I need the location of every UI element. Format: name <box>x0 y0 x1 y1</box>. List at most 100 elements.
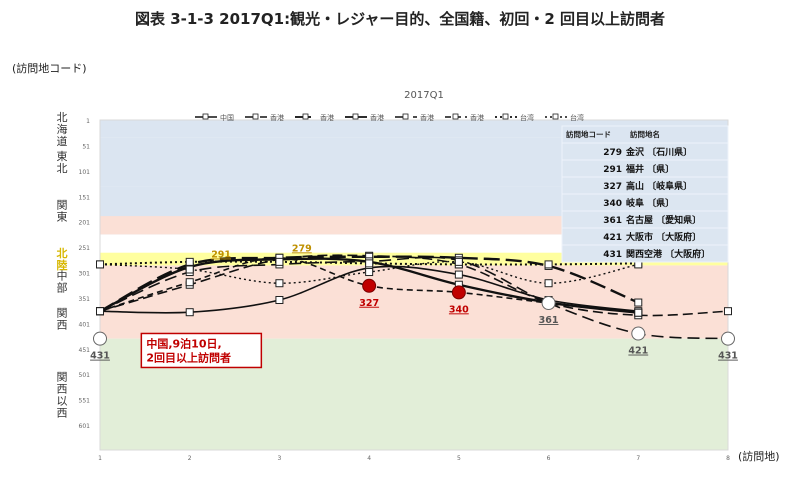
legend-label: 香港 <box>270 113 284 122</box>
circle-marker <box>451 285 466 300</box>
region-label-char: 関 <box>57 370 68 383</box>
region-label-char: 道 <box>57 134 68 148</box>
region-label-char: 中 <box>57 270 68 283</box>
code-table-code: 431 <box>603 250 622 260</box>
legend-swatch-marker <box>552 113 559 120</box>
legend: 中国 香港 香港 香港 香港 香港 台湾 台湾 <box>195 113 584 122</box>
plot-frame <box>99 119 729 451</box>
series-8 <box>96 257 643 288</box>
annotation-text: 2回目以上訪問者 <box>146 350 231 364</box>
y-tick-label: 151 <box>79 194 91 201</box>
y-tick-label: 51 <box>82 143 90 150</box>
series-point <box>454 257 463 266</box>
region-label-char: 北 <box>57 162 68 175</box>
figure-title: 図表 3-1-3 2017Q1:観光・レジャー目的、全国籍、初回・2 回目以上訪… <box>134 10 666 28</box>
x-tick-label: 8 <box>726 455 730 462</box>
code-table-name: 福井 〔県〕 <box>625 163 674 175</box>
x-axis-title: (訪問地) <box>738 450 780 463</box>
region-label-char: 陸 <box>57 258 68 272</box>
region-label-char: 北 <box>57 246 68 260</box>
legend-swatch-marker <box>202 113 209 120</box>
chart-title: 2017Q1 <box>404 90 444 101</box>
legend-swatch-marker <box>452 113 459 120</box>
code-table-code: 340 <box>603 199 622 209</box>
circle-marker <box>721 331 735 346</box>
x-tick-label: 4 <box>367 455 371 462</box>
y-tick-label: 251 <box>79 245 91 252</box>
series-point <box>454 270 463 279</box>
y-tick-label: 1 <box>86 118 90 125</box>
region-label-char: 関 <box>57 306 68 319</box>
x-tick-label: 3 <box>278 455 282 462</box>
legend-label: 香港 <box>320 113 334 122</box>
x-tick-label: 5 <box>457 455 461 462</box>
point-label: 361 <box>539 315 559 326</box>
code-table-name: 大阪市 〔大阪府〕 <box>626 231 701 243</box>
legend-swatch-marker <box>502 113 509 120</box>
circle-marker <box>631 326 646 341</box>
code-table-name: 名古屋 〔愛知県〕 <box>626 214 701 226</box>
series-point <box>634 298 643 307</box>
legend-swatch-marker <box>252 113 259 120</box>
y-tick-label: 601 <box>79 423 91 430</box>
series-point <box>96 307 104 316</box>
series-point <box>275 296 284 304</box>
code-table-code: 361 <box>603 216 622 226</box>
series-point <box>634 308 643 317</box>
code-table-name: 高山 〔岐阜県〕 <box>626 180 692 192</box>
series-point <box>275 279 284 288</box>
region-label-char: 西 <box>57 318 68 331</box>
region-label-char: 北 <box>57 111 68 124</box>
series-point <box>544 279 553 288</box>
x-tick-label: 7 <box>636 455 640 462</box>
legend-label: 香港 <box>420 113 434 122</box>
series-point <box>365 268 374 277</box>
point-label: 340 <box>449 304 469 315</box>
region-label-char: 部 <box>57 281 68 295</box>
y-tick-label: 201 <box>79 220 91 227</box>
point-label: 431 <box>718 351 738 362</box>
y-tick-label: 451 <box>79 347 91 354</box>
code-table-code: 421 <box>603 233 622 243</box>
annotation-box: 中国,9泊10日,2回目以上訪問者 <box>140 332 263 369</box>
legend-swatch-marker <box>352 113 359 120</box>
annotation-frame <box>140 332 263 369</box>
point-label: 327 <box>359 298 379 309</box>
series-point <box>185 278 194 287</box>
series-point <box>96 260 104 269</box>
y-tick-label: 301 <box>79 271 91 278</box>
x-tick-label: 2 <box>188 455 192 462</box>
series-point <box>724 307 732 316</box>
point-label: 291 <box>211 249 231 260</box>
y-axis-title: (訪問地コード) <box>12 62 87 75</box>
legend-swatch-marker <box>302 113 309 120</box>
series-line <box>99 256 729 340</box>
circle-marker <box>93 331 107 346</box>
code-table-header: 訪問地コード <box>566 129 611 139</box>
code-table-header: 訪問地名 <box>630 129 660 139</box>
region-label-char: 海 <box>57 122 68 136</box>
legend-label: 台湾 <box>570 113 584 122</box>
code-table: 訪問地コード 訪問地名 279 金沢 〔石川県〕291 福井 〔県〕327 高山 〔岐阜県… <box>561 125 729 263</box>
code-table-code: 279 <box>603 148 622 158</box>
code-table-name: 関西空港 〔大阪府〕 <box>626 248 710 260</box>
x-tick-label: 1 <box>98 455 102 462</box>
region-label-char: 以 <box>57 394 68 407</box>
point-label: 279 <box>292 243 312 254</box>
region-label-char: 西 <box>57 382 68 395</box>
code-table-code: 327 <box>603 182 622 192</box>
series-line <box>99 254 729 317</box>
point-label: 431 <box>90 351 110 362</box>
series-point <box>185 257 194 266</box>
region-label-char: 東 <box>57 150 68 163</box>
code-table-code: 291 <box>603 165 622 175</box>
legend-label: 香港 <box>470 113 484 122</box>
circle-marker <box>541 296 556 311</box>
y-tick-label: 501 <box>79 372 91 379</box>
annotation-text: 中国,9泊10日, <box>146 336 221 350</box>
y-tick-label: 351 <box>79 296 91 303</box>
region-band <box>100 297 728 339</box>
y-tick-label: 401 <box>79 321 91 328</box>
legend-swatch-marker <box>402 113 409 120</box>
